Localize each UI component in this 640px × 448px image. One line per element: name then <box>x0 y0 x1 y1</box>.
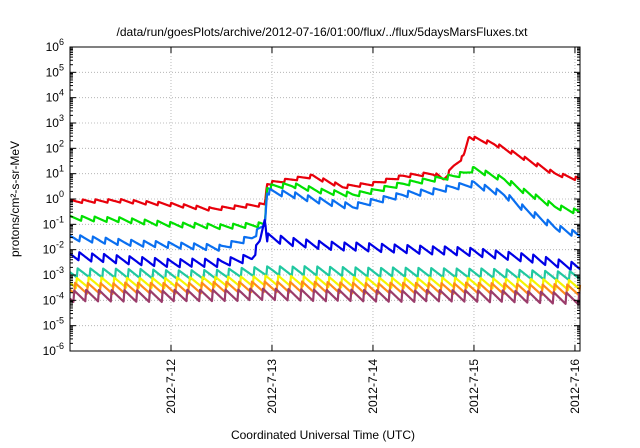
series-line <box>69 287 581 306</box>
series-line <box>69 265 581 282</box>
x-axis-label: Coordinated Universal Time (UTC) <box>231 428 415 442</box>
y-tick-label: 10-4 <box>43 290 64 307</box>
x-axis-ticks: 2012-7-12 2012-7-13 2012-7-14 2012-7-15 2012… <box>164 47 582 414</box>
series-line <box>69 280 582 297</box>
y-tick-label: 10-2 <box>43 240 64 257</box>
x-tick-label: 2012-7-15 <box>467 359 481 414</box>
y-tick-label: 106 <box>46 37 64 54</box>
y-tick-label: 10-3 <box>43 265 64 282</box>
x-tick-label: 2012-7-13 <box>265 359 279 414</box>
y-tick-label: 100 <box>46 189 64 206</box>
series-line <box>69 180 581 252</box>
chart-title: /data/run/goesPlots/archive/2012-07-16/0… <box>117 25 529 39</box>
y-tick-label: 10-5 <box>43 316 64 333</box>
x-tick-label: 2012-7-12 <box>164 359 178 414</box>
y-tick-label: 104 <box>46 88 64 105</box>
y-tick-label: 10-6 <box>43 341 64 358</box>
y-axis-ticks: 106 105 104 103 102 101 100 10-1 10-2 10-3 10-4 10-… <box>43 37 580 358</box>
x-tick-label: 2012-7-14 <box>366 359 380 414</box>
series-line <box>69 274 581 291</box>
y-tick-label: 10-1 <box>43 214 64 231</box>
series-line <box>69 166 581 231</box>
series-group <box>69 135 582 306</box>
grid <box>70 47 580 351</box>
y-tick-label: 103 <box>46 113 64 130</box>
y-tick-label: 102 <box>46 138 64 155</box>
y-tick-label: 101 <box>46 164 64 181</box>
y-axis-label: protons/cm²-s-sr-MeV <box>8 141 22 257</box>
series-line <box>69 218 581 271</box>
x-tick-label: 2012-7-16 <box>568 359 582 414</box>
y-tick-label: 105 <box>46 62 64 79</box>
series-line <box>69 135 581 212</box>
